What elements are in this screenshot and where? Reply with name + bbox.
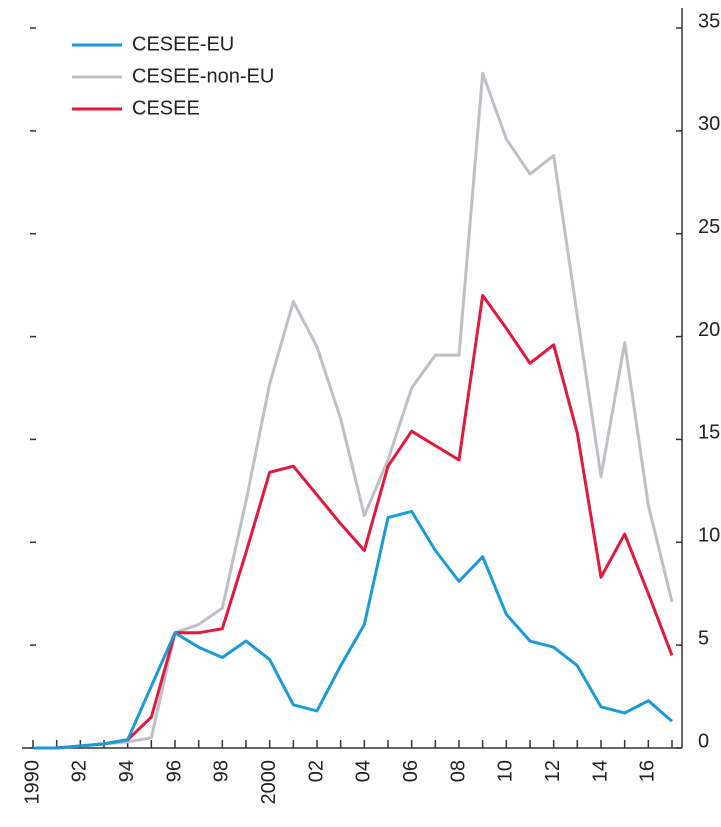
y-tick-label: 10 [698,525,720,547]
x-tick-label: 16 [637,760,659,782]
x-tick-label: 04 [353,760,375,782]
x-tick-label: 98 [211,760,233,782]
y-tick-label: 15 [698,422,720,444]
x-tick-label: 12 [542,760,564,782]
x-tick-label: 96 [163,760,185,782]
x-tick-label: 10 [495,760,517,782]
series-line [33,71,674,750]
legend-label: CESEE-non-EU [132,65,274,87]
y-tick-label: 35 [698,10,720,32]
x-tick-label: 02 [305,760,327,782]
x-tick-label: 08 [447,760,469,782]
legend-label: CESEE-EU [132,33,234,55]
y-tick-label: 30 [698,113,720,135]
series-line [33,293,674,750]
x-tick-label: 92 [69,760,91,782]
y-tick-label: 5 [698,627,709,649]
x-tick-label: 14 [589,760,611,782]
x-tick-label: 2000 [258,760,280,805]
x-tick-label: 94 [116,760,138,782]
series-line [33,509,673,750]
legend-label: CESEE [132,97,200,119]
y-tick-label: 20 [698,319,720,341]
y-tick-label: 0 [698,730,709,752]
y-tick-label: 25 [698,216,720,238]
x-tick-label: 1990 [21,760,43,805]
x-tick-label: 06 [400,760,422,782]
